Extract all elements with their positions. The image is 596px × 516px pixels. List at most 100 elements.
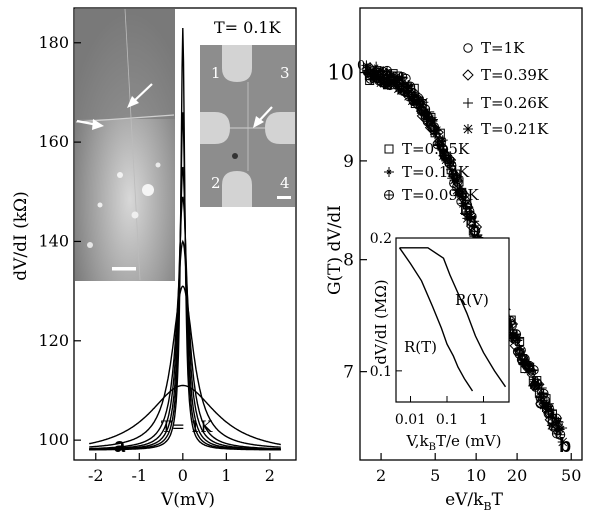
data-point-T=0.13K	[366, 74, 377, 85]
x-tick-label: 5	[430, 466, 440, 485]
legend-marker-T=0.39K	[462, 69, 474, 81]
temperature-annotation-bottom: T= 1K	[161, 417, 213, 436]
data-point-T=0.095K	[397, 72, 407, 82]
data-point-T=0.095K	[529, 365, 539, 375]
data-point-T=0.095K	[420, 104, 430, 114]
device-micrograph-inset	[200, 45, 295, 207]
data-point-T=0.13K	[543, 401, 554, 412]
x-tick-label: 20	[507, 466, 527, 485]
data-point-T=0.095K	[458, 188, 468, 198]
data-point-T=0.21K	[530, 378, 541, 389]
data-point-T=0.13K	[515, 349, 526, 360]
data-point-T=0.095K	[542, 403, 552, 413]
data-point-T=0.13K	[553, 417, 564, 428]
data-point-T=0.21K	[391, 75, 402, 86]
data-point-T=0.095K	[369, 69, 379, 79]
data-point-T=0.095K	[470, 227, 480, 237]
data-point-T=0.13K	[399, 78, 410, 89]
data-point-T=0.13K	[446, 164, 457, 175]
legend-marker-T=0.095K	[384, 190, 394, 200]
data-point-T=0.095K	[448, 169, 458, 179]
curve-5	[89, 285, 281, 448]
panel-b-label: b	[559, 435, 571, 457]
data-point-T=0.095K	[407, 88, 417, 98]
y-tick-label: 100	[38, 430, 69, 449]
x-tick-label: -2	[88, 466, 104, 485]
legend-label: T=0.15K	[402, 140, 470, 158]
inset-curve-rv	[399, 247, 507, 388]
data-point-T=0.13K	[547, 409, 558, 420]
x-tick-label: -1	[131, 466, 147, 485]
inset-x-tick-label: 0.1	[436, 412, 458, 428]
data-point-T=0.21K	[452, 185, 463, 196]
y-tick-label: 160	[38, 132, 69, 151]
data-point-T=0.13K	[528, 374, 539, 385]
data-point-T=0.13K	[439, 150, 450, 161]
x-tick-label: 2	[265, 466, 275, 485]
y-tick-label: 10	[327, 61, 354, 85]
panel-b-xlabel: eV/kBT	[445, 490, 503, 513]
data-point-T=0.13K	[539, 398, 550, 409]
data-point-T=0.13K	[527, 365, 538, 376]
panel-a-ticks: -2 -1 0 1 2 100 120 140 160 180	[38, 33, 275, 485]
legend-label: T=0.095K	[402, 186, 480, 204]
legend: T=1K T=0.39K T=0.26K T=0.21K T=0.15K T=0.13K T…	[384, 39, 549, 204]
data-point-T=0.13K	[402, 81, 413, 92]
data-point-T=0.095K	[530, 380, 540, 390]
data-point-T=0.095K	[464, 206, 474, 216]
data-point-T=0.21K	[393, 83, 404, 94]
x-tick-label: 2	[376, 466, 386, 485]
data-point-T=0.095K	[382, 66, 392, 76]
y-tick-exponent: 0	[357, 59, 365, 74]
data-point-T=0.095K	[453, 177, 463, 187]
data-point-T=0.13K	[460, 199, 471, 210]
data-point-T=0.15K	[541, 394, 551, 404]
data-point-T=0.13K	[361, 60, 372, 71]
curve-3	[89, 196, 281, 450]
legend-label: T=0.21K	[481, 120, 549, 138]
inset-label-rt: R(T)	[404, 338, 437, 356]
inset-y-tick-label: 0.1	[370, 364, 392, 380]
scale-bar	[112, 267, 136, 271]
data-point-T=0.095K	[539, 389, 549, 399]
panel-b-inset: 0.01 0.1 1 0.2 0.1 R(V) R(T) V,kBT/e (mV) dV…	[370, 231, 510, 453]
curve-4	[89, 239, 281, 450]
curve-6	[89, 384, 281, 446]
data-point-T=0.13K	[437, 144, 448, 155]
x-tick-label: 0	[178, 466, 188, 485]
data-point-T=0.15K	[379, 77, 389, 87]
x-tick-label: 50	[561, 466, 581, 485]
data-point-T=0.095K	[555, 430, 565, 440]
panel-a-curves	[89, 27, 281, 451]
legend-label: T=1K	[481, 39, 525, 57]
data-point-T=0.13K	[447, 171, 458, 182]
data-point-T=0.21K	[557, 436, 568, 447]
panel-a-ylabel: dV/dI (kΩ)	[11, 191, 31, 281]
y-tick-label: 180	[38, 33, 69, 52]
data-point-T=0.095K	[514, 349, 524, 359]
data-point-T=0.13K	[385, 70, 396, 81]
inset-ylabel: dV/dI (MΩ)	[372, 279, 390, 364]
electrode-label-2: 2	[211, 174, 221, 192]
data-point-T=0.13K	[394, 72, 405, 83]
data-point-T=0.095K	[429, 122, 439, 132]
legend-label: T=0.39K	[481, 66, 549, 84]
legend-marker-T=1K	[463, 43, 473, 53]
data-point-T=0.095K	[433, 139, 443, 149]
electrode-label-1: 1	[211, 64, 221, 82]
panel-a-xlabel: V(mV)	[160, 490, 215, 510]
legend-label: T=0.26K	[481, 94, 549, 112]
panel-a-label: a	[114, 435, 126, 457]
panel-b-frame	[359, 7, 583, 461]
legend-marker-T=0.26K	[463, 98, 473, 108]
data-point-T=0.13K	[382, 79, 393, 90]
inset-xlabel: V,kBT/e (mV)	[406, 432, 502, 453]
legend-marker-T=0.15K	[384, 144, 394, 154]
sem-image-inset	[75, 8, 175, 281]
legend-marker-T=0.21K	[463, 124, 473, 134]
data-point-T=0.095K	[551, 414, 561, 424]
data-point-T=0.095K	[438, 144, 448, 154]
y-tick-label: 120	[38, 331, 69, 350]
data-point-T=0.095K	[388, 71, 398, 81]
